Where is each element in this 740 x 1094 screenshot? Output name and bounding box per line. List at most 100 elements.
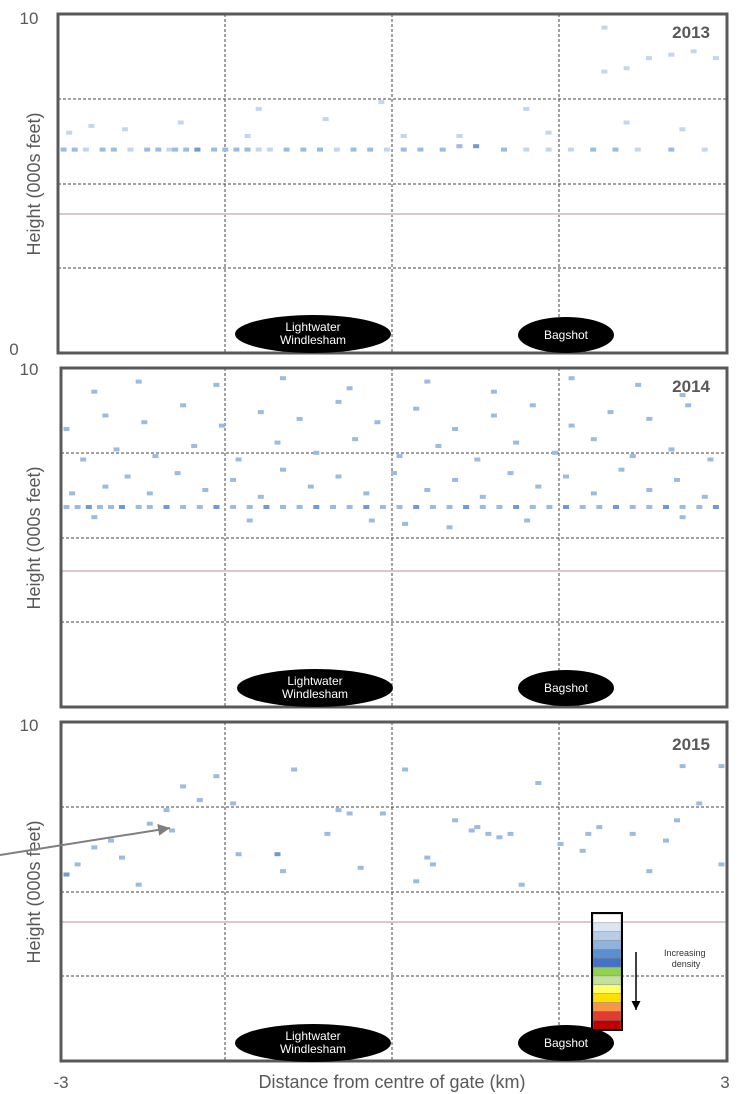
density-cell: [233, 147, 240, 152]
density-cell: [146, 491, 153, 496]
density-cell: [296, 505, 303, 509]
annotation-arrow: [0, 823, 171, 856]
density-legend: Increasing density: [591, 912, 706, 1031]
density-cell: [257, 494, 264, 499]
legend-swatch: [592, 1019, 622, 1030]
density-cell: [63, 427, 70, 431]
density-cell: [313, 505, 320, 509]
density-cell: [535, 781, 542, 785]
legend-swatch: [592, 975, 622, 986]
density-cell: [529, 403, 536, 408]
density-cell: [679, 764, 686, 769]
density-cell: [424, 488, 431, 492]
density-cell: [429, 862, 436, 867]
density-cell: [69, 491, 76, 496]
density-cell: [474, 825, 481, 830]
density-cell: [690, 49, 697, 54]
density-cell: [463, 505, 470, 509]
density-cell: [563, 474, 569, 479]
plot-frame: [56, 12, 729, 355]
density-cell: [71, 147, 78, 152]
density-cell: [244, 147, 251, 152]
density-cell: [119, 505, 125, 509]
density-cell: [424, 379, 431, 384]
density-cell: [557, 842, 564, 846]
density-cell: [163, 808, 170, 813]
density-cell: [607, 410, 614, 415]
density-cell: [439, 147, 446, 152]
density-cell: [579, 848, 586, 853]
density-cell: [391, 471, 397, 476]
density-cell: [646, 505, 653, 509]
density-cell: [283, 147, 290, 152]
density-cell: [152, 454, 159, 459]
density-cell: [135, 882, 142, 887]
panel-2014-cells: [63, 376, 719, 530]
density-cell: [333, 147, 340, 152]
density-cell: [452, 427, 459, 431]
density-cell: [400, 147, 407, 152]
density-cell: [135, 505, 142, 509]
density-cell: [346, 811, 353, 816]
density-cell: [601, 25, 608, 30]
density-cell: [396, 454, 403, 459]
density-cell: [568, 423, 575, 428]
density-cell: [590, 147, 597, 152]
density-cell: [91, 845, 98, 850]
density-cell: [612, 147, 619, 152]
density-cell: [452, 818, 459, 823]
density-cell: [82, 147, 89, 152]
density-cell: [378, 100, 385, 105]
panel-title: 2014: [672, 377, 710, 396]
density-cell: [679, 515, 686, 520]
y-tick-label: 0: [9, 340, 18, 359]
location-label-line: Lightwater Windlesham: [280, 320, 346, 347]
density-cell: [222, 147, 229, 152]
density-cell: [674, 477, 680, 482]
density-cell: [490, 389, 497, 394]
density-cell: [513, 505, 520, 509]
location-label-word: Windlesham: [280, 333, 346, 347]
density-cell: [324, 831, 331, 836]
density-cell: [291, 767, 298, 772]
density-cell: [402, 767, 409, 772]
density-cell: [567, 147, 574, 152]
density-cell: [280, 467, 286, 472]
density-cell: [456, 134, 463, 138]
x-tick-label: 3: [720, 1073, 729, 1092]
legend-frame: [591, 912, 623, 1031]
density-cell: [141, 420, 148, 425]
density-cell: [668, 447, 675, 452]
legend-swatch: [592, 931, 622, 942]
density-cell: [180, 403, 187, 408]
density-cell: [350, 147, 357, 152]
density-cell: [335, 808, 342, 813]
density-cell: [163, 505, 170, 509]
location-label-word: Windlesham: [280, 1042, 346, 1056]
density-cell: [124, 474, 131, 479]
density-cell: [446, 525, 453, 530]
density-cell: [646, 869, 653, 874]
density-cell: [400, 134, 407, 138]
density-cell: [196, 798, 203, 802]
density-cell: [468, 828, 475, 833]
legend-swatch: [592, 957, 622, 968]
density-cell: [174, 471, 181, 476]
density-cell: [274, 440, 281, 445]
density-cell: [663, 505, 669, 509]
density-cell: [473, 144, 480, 149]
density-cell: [707, 457, 714, 462]
density-cell: [590, 491, 597, 496]
location-badge: [518, 670, 614, 706]
density-cell: [379, 811, 386, 816]
density-cell: [127, 147, 134, 152]
y-axis-label: Height (000s feet): [24, 466, 44, 609]
panel-title: 2013: [672, 23, 710, 42]
density-cell: [623, 66, 630, 71]
legend-title-line: density: [672, 959, 701, 969]
density-cell: [446, 505, 453, 509]
density-cell: [307, 484, 314, 489]
legend-swatches: [592, 913, 622, 1030]
density-cell: [523, 106, 530, 111]
density-cell: [374, 420, 381, 425]
